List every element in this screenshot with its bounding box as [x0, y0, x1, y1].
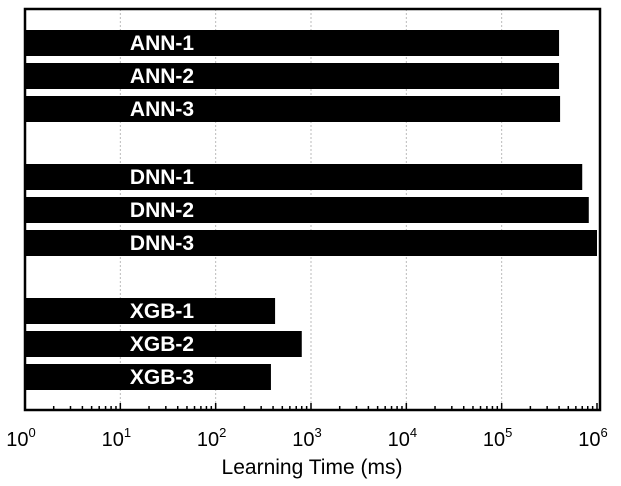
bar-label-ann-1: ANN-1 [130, 32, 194, 55]
bar-label-xgb-1: XGB-1 [130, 300, 195, 323]
x-tick-base: 10 [388, 429, 410, 451]
x-tick-label-0: 100 [6, 425, 35, 451]
bar-label-dnn-2: DNN-2 [130, 199, 194, 222]
bar-xgb-2 [25, 331, 302, 357]
x-tick-exponent: 3 [315, 425, 322, 440]
x-tick-base: 10 [483, 429, 505, 451]
bar-ann-3 [25, 96, 561, 122]
x-tick-exponent: 0 [29, 425, 36, 440]
x-tick-exponent: 4 [410, 425, 417, 440]
bar-xgb-3 [25, 364, 271, 390]
bar-label-ann-2: ANN-2 [130, 65, 194, 88]
x-tick-label-5: 105 [483, 425, 512, 451]
bar-dnn-3 [25, 230, 597, 256]
bar-label-ann-3: ANN-3 [130, 98, 194, 121]
x-tick-label-3: 103 [292, 425, 321, 451]
plot-frame [23, 7, 602, 412]
bar-dnn-2 [25, 197, 589, 223]
bar-xgb-1 [25, 298, 276, 324]
bars: ANN-1 ANN-2 ANN-3 DNN-1 DNN-2 DNN-3 XGB-1 XGB-2… [25, 30, 597, 390]
bar-ann-1 [25, 30, 560, 56]
x-tick-exponent: 5 [505, 425, 512, 440]
x-tick-label-6: 106 [578, 425, 607, 451]
x-tick-label-4: 104 [388, 425, 417, 451]
bar-label-xgb-3: XGB-3 [130, 366, 194, 389]
x-tick-label-1: 101 [102, 425, 131, 451]
x-tick-exponent: 6 [601, 425, 608, 440]
x-tick-base: 10 [578, 429, 600, 451]
x-tick-exponent: 1 [124, 425, 131, 440]
x-axis-title: Learning Time (ms) [222, 456, 403, 479]
bar-label-xgb-2: XGB-2 [130, 333, 194, 356]
bar-ann-2 [25, 63, 560, 89]
x-tick-label-2: 102 [197, 425, 226, 451]
x-axis: 100 101 102 103 104 105 106 [6, 403, 608, 451]
bar-dnn-1 [25, 164, 583, 190]
x-tick-base: 10 [102, 429, 124, 451]
x-tick-base: 10 [197, 429, 219, 451]
x-tick-base: 10 [6, 429, 28, 451]
bar-label-dnn-1: DNN-1 [130, 166, 194, 189]
x-tick-base: 10 [292, 429, 314, 451]
bar-label-dnn-3: DNN-3 [130, 232, 194, 255]
x-tick-exponent: 2 [219, 425, 226, 440]
